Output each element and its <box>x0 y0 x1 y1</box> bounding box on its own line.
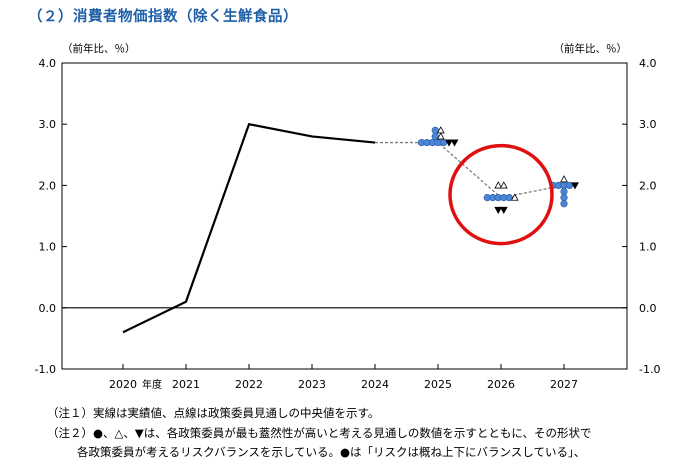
triangle-down-marker <box>571 182 579 190</box>
axis-ticks: 4.0 4.0 3.0 3.0 2.0 2.0 1.0 1.0 0.0 0.0 -1.0 -1.0 20… <box>35 57 661 391</box>
circle-marker <box>560 187 568 196</box>
y-tick-label-left: -1.0 <box>35 363 56 376</box>
y-axis-label-right: （前年比、％） <box>554 42 628 55</box>
x-tick-label: 2024 <box>361 378 389 391</box>
x-tick-label: 2021 <box>172 378 200 391</box>
y-tick-label-right: -1.0 <box>639 363 660 376</box>
actual-line <box>122 122 376 334</box>
y-tick-label-right: 3.0 <box>639 118 657 131</box>
cpi-chart: （前年比、％） （前年比、％） 4.0 4.0 3.0 3.0 2.0 2.0 1.0 1.0… <box>35 42 661 391</box>
x-tick-label: 2023 <box>298 378 326 391</box>
fiscal-year-label: 年度 <box>142 378 162 391</box>
y-tick-label-left: 0.0 <box>39 302 57 315</box>
highlight-circle <box>448 143 554 246</box>
circle-marker <box>560 200 568 208</box>
triangle-up-marker <box>499 181 508 189</box>
x-tick-label: 2020 <box>109 378 137 391</box>
member-markers <box>417 126 579 215</box>
x-tick-label: 2022 <box>235 378 263 391</box>
y-axis-label-left: （前年比、％） <box>62 42 136 55</box>
triangle-down-marker <box>499 206 508 215</box>
y-tick-label-right: 0.0 <box>639 302 657 315</box>
note-1: （注１）実線は実績値、点線は政策委員見通しの中央値を示す。 <box>47 406 380 420</box>
triangle-down-marker <box>445 139 453 147</box>
note-3: 各政策委員が考えるリスクバランスを示している。●は「リスクは概ね上下にバランスし… <box>77 445 586 459</box>
triangle-up-marker <box>436 126 445 134</box>
y-tick-label-right: 1.0 <box>639 241 657 254</box>
circle-marker <box>560 194 568 202</box>
x-tick-label: 2027 <box>550 378 578 391</box>
y-tick-label-left: 4.0 <box>39 57 57 70</box>
y-tick-label-left: 3.0 <box>39 118 57 131</box>
note-2: （注２）●、△、▼は、各政策委員が最も蓋然性が高いと考える見通しの数値を示すとと… <box>47 426 592 440</box>
series-lines <box>122 122 565 334</box>
y-tick-label-right: 4.0 <box>639 57 657 70</box>
triangle-up-marker <box>510 193 519 201</box>
plot-frame <box>61 62 628 370</box>
y-tick-label-left: 2.0 <box>39 179 57 192</box>
triangle-up-marker <box>494 181 503 189</box>
triangle-up-marker <box>560 175 568 183</box>
y-tick-label-right: 2.0 <box>639 179 657 192</box>
y-tick-label-left: 1.0 <box>39 241 57 254</box>
median-forecast-line <box>375 141 565 199</box>
highlight-ellipse <box>448 143 554 246</box>
chart-title: （２）消費者物価指数（除く生鮮食品） <box>28 9 298 25</box>
triangle-down-marker <box>450 139 459 147</box>
x-tick-label: 2025 <box>424 378 452 391</box>
triangle-down-marker <box>494 206 503 215</box>
x-tick-label: 2026 <box>487 378 515 391</box>
triangle-up-marker <box>436 132 445 140</box>
